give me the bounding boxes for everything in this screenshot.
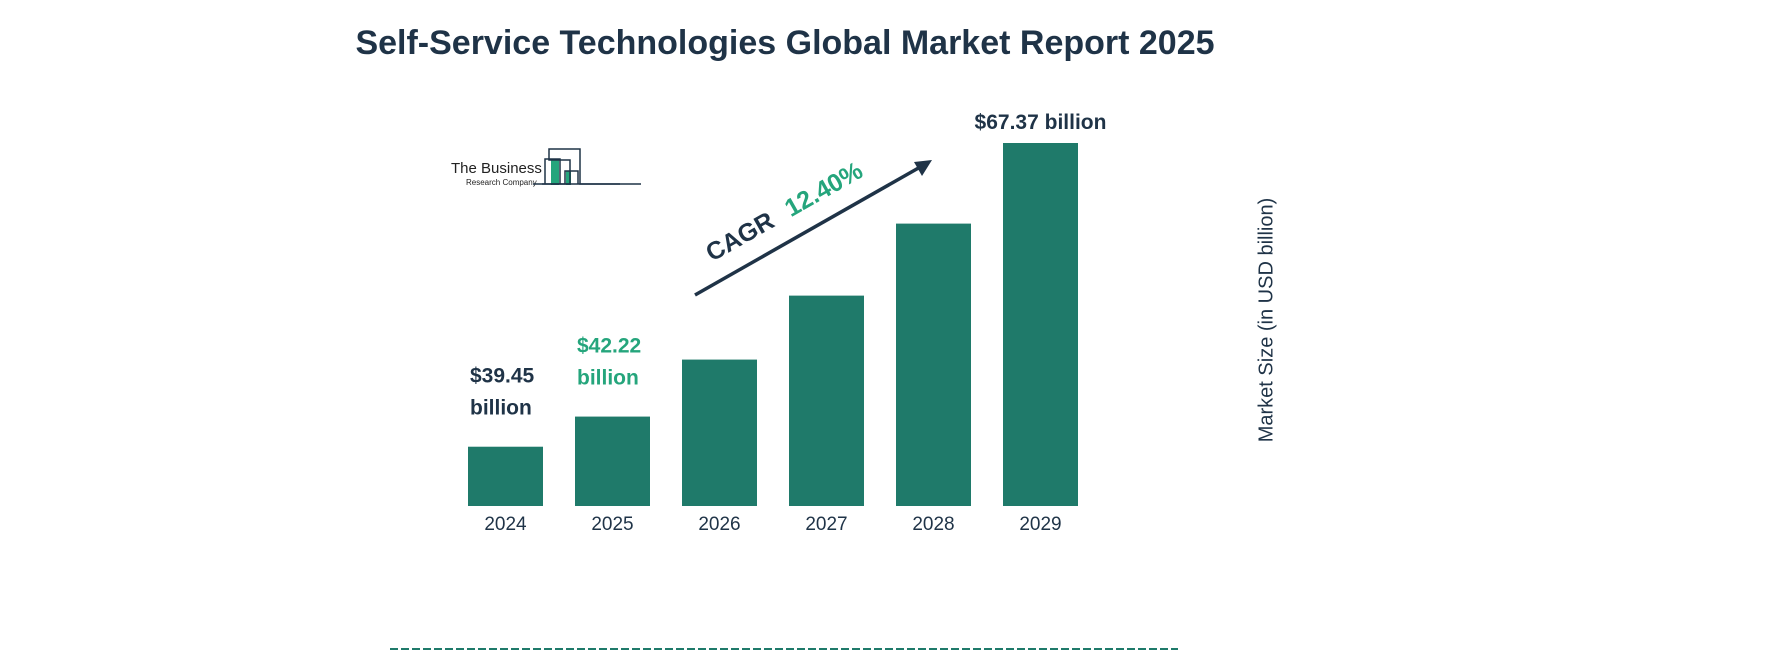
- bar-2028: [896, 223, 971, 506]
- data-label: $42.22: [577, 335, 641, 358]
- logo-line2: Research Company: [466, 178, 537, 187]
- bar-2029: [1003, 143, 1078, 506]
- cagr-label: CAGR: [701, 207, 779, 268]
- x-tick-label: 2026: [698, 514, 740, 535]
- data-label: billion: [470, 397, 532, 420]
- bar-2024: [468, 446, 543, 506]
- logo-line1: The Business: [451, 160, 542, 177]
- x-tick-label: 2028: [912, 514, 954, 535]
- x-tick-label: 2024: [484, 514, 527, 535]
- x-tick-label: 2029: [1019, 514, 1061, 535]
- cagr-value: 12.40%: [780, 157, 868, 223]
- data-label: $39.45: [470, 365, 535, 388]
- x-tick-label: 2027: [805, 514, 847, 535]
- bar-2025: [575, 416, 650, 506]
- data-label: $67.37 billion: [975, 111, 1107, 134]
- bar-2027: [789, 295, 864, 506]
- logo: The Business Research Company: [451, 148, 641, 187]
- bar-2026: [682, 359, 757, 506]
- chart-title: Self-Service Technologies Global Market …: [355, 24, 1215, 62]
- x-tick-label: 2025: [591, 514, 633, 535]
- data-label: billion: [577, 367, 639, 390]
